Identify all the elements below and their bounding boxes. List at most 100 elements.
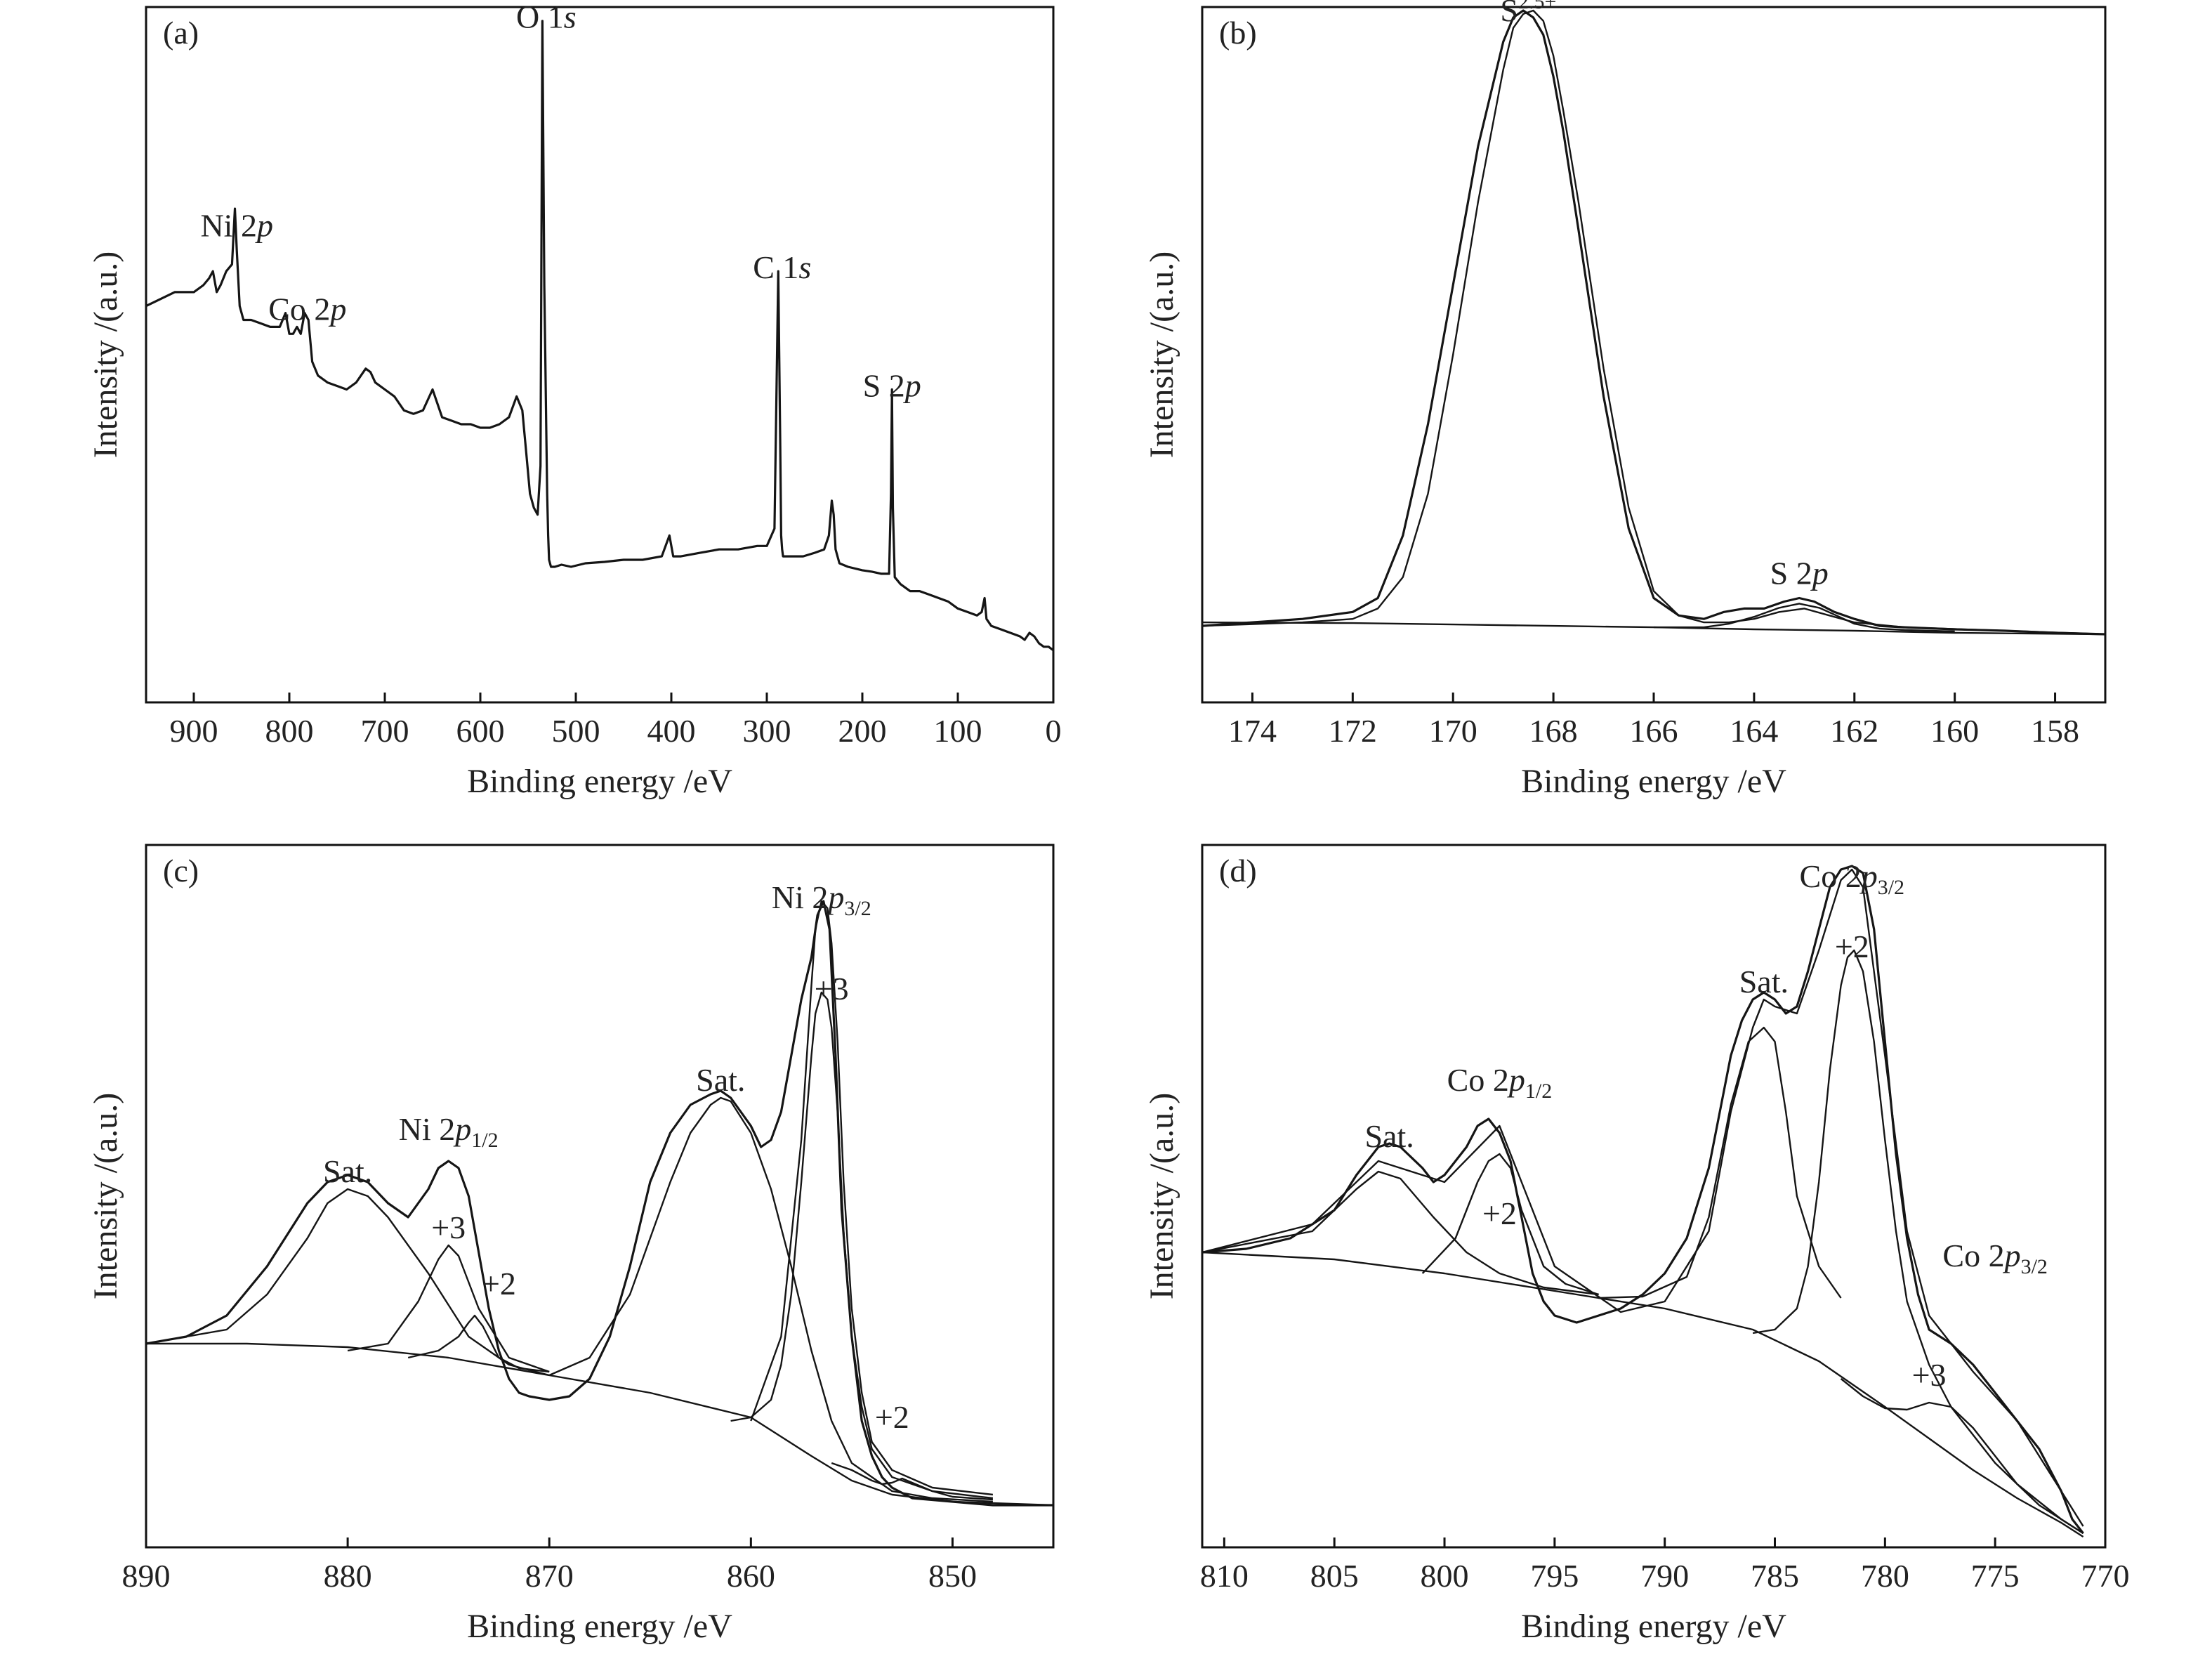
x-tick-label: 890 [122,1558,171,1594]
panel-a: (a) 900 800 700 600 500 400 300 200 100 0 Binding e… [87,0,1062,800]
peak-annotation: Co 2p3/2 [1800,858,1905,899]
plot-frame [1201,844,2107,1549]
series-line-1 [146,900,1053,1507]
peak-annotation: S2.5+ [1500,0,1556,28]
x-axis-label: Binding energy /eV [1521,763,1786,800]
x-tick-label: 775 [1971,1558,2020,1594]
series-line-1 [1202,865,2084,1534]
series-line-3 [1202,621,2105,636]
peak-annotation: Sat. [1739,964,1789,999]
x-tick-label: 810 [1200,1558,1249,1594]
peak-annotation: Ni 2p [200,208,273,244]
x-axis-label: Binding energy /eV [467,763,732,800]
series-line-1 [1202,9,2105,636]
plot-frame [145,6,1055,704]
peak-annotation: S 2p [1770,556,1829,591]
peak-annotation: +2 [1482,1195,1517,1231]
peak-annotation: S 2p [863,367,921,403]
panel-c: (c) 890 880 870 860 850 Binding energy /eV Inte… [87,844,1055,1645]
series-line-2 [1202,9,2105,636]
x-tick-label: 158 [2031,713,2079,749]
x-tick-label: 100 [934,713,982,749]
series-line-3 [146,1188,550,1377]
peak-annotation: Sat. [1364,1118,1414,1154]
x-tick-label: 860 [727,1558,775,1594]
panel-letter: (b) [1219,15,1257,51]
peak-annotation: Ni 2p1/2 [399,1111,499,1152]
x-tick-label: 700 [361,713,409,749]
panel-letter: (c) [163,853,199,888]
x-tick-label: 162 [1830,713,1878,749]
peak-annotation: Co 2p3/2 [1942,1238,2048,1278]
peak-annotation: O 1s [516,0,577,35]
peak-annotation: +2 [1835,929,1869,964]
peak-annotation: C 1s [753,249,811,285]
panel-letter: (d) [1219,853,1257,888]
x-tick-label: 170 [1429,713,1477,749]
peak-annotation: +2 [875,1399,909,1435]
series-group [146,20,1053,652]
series-line-4 [1421,1153,1599,1296]
peak-annotation: +3 [431,1209,466,1245]
x-tick-label: 600 [456,713,505,749]
panel-letter: (a) [163,15,199,51]
series-line-8 [750,900,994,1496]
peak-annotation: Co 2p1/2 [1447,1062,1553,1103]
series-line-5 [407,1314,550,1373]
x-tick-label: 0 [1046,713,1062,749]
x-tick-label: 900 [170,713,218,749]
series-line-6 [1752,949,2084,1535]
peak-annotation: Co 2p [268,291,346,327]
series-line-2 [1202,1251,2084,1538]
x-axis-label: Binding energy /eV [1521,1608,1786,1645]
x-tick-label: 800 [1421,1558,1469,1594]
x-tick-label: 200 [838,713,887,749]
y-axis-label: Intensity /(a.u.) [1143,1093,1180,1300]
series-line-4 [1654,603,1955,633]
peak-annotation: Sat. [323,1153,372,1189]
series-line-5 [1598,1026,1842,1299]
peak-annotation: Sat. [696,1062,745,1098]
series-line-8 [1202,868,2084,1527]
panel-d: (d) 810 805 800 795 790 785 780 775 770 Binding en… [1143,844,2130,1645]
x-tick-label: 172 [1329,713,1377,749]
series-line-1 [146,20,1053,652]
series-group [1202,865,2084,1538]
series-line-7 [730,991,994,1500]
series-line-2 [146,1342,1053,1507]
x-tick-label: 780 [1861,1558,1909,1594]
series-line-7 [1840,1378,2084,1535]
peak-annotation: +3 [815,971,849,1006]
peak-annotation: +2 [482,1266,516,1301]
plot-frame [145,844,1055,1549]
x-tick-label: 880 [324,1558,372,1594]
x-tick-label: 174 [1228,713,1277,749]
x-tick-label: 770 [2081,1558,2130,1594]
x-tick-label: 785 [1751,1558,1799,1594]
series-line-4 [347,1244,550,1373]
x-tick-label: 500 [552,713,600,749]
x-tick-label: 300 [743,713,791,749]
series-line-9 [831,1462,993,1501]
peak-annotation: Ni 2p3/2 [772,879,871,920]
x-axis-label: Binding energy /eV [467,1608,732,1645]
x-tick-label: 166 [1630,713,1678,749]
series-group [146,900,1053,1507]
x-tick-label: 850 [928,1558,977,1594]
x-tick-label: 400 [647,713,696,749]
x-tick-label: 168 [1529,713,1578,749]
x-tick-label: 870 [525,1558,574,1594]
x-tick-label: 800 [265,713,314,749]
x-tick-label: 164 [1730,713,1778,749]
panel-b: (b) 174 172 170 168 166 164 162 160 158 Binding en… [1143,0,2107,800]
peak-annotation: +3 [1912,1357,1947,1393]
x-tick-label: 790 [1640,1558,1689,1594]
series-line-3 [1202,1170,1599,1296]
series-line-6 [548,1096,993,1503]
x-tick-label: 160 [1930,713,1979,749]
series-group [1202,9,2105,636]
x-tick-label: 795 [1530,1558,1579,1594]
y-axis-label: Intensity /(a.u.) [87,1093,124,1300]
x-tick-label: 805 [1310,1558,1359,1594]
